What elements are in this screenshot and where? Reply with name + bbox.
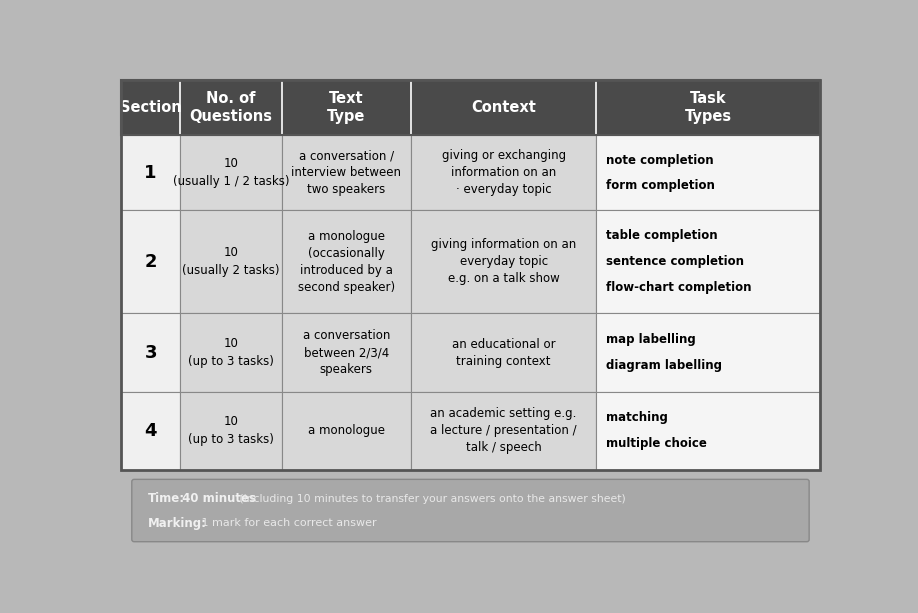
Text: a monologue: a monologue — [308, 424, 385, 438]
Text: Task
Types: Task Types — [685, 91, 732, 124]
Text: 10
(usually 2 tasks): 10 (usually 2 tasks) — [183, 246, 280, 277]
Bar — [282, 210, 411, 313]
Text: multiple choice: multiple choice — [606, 438, 707, 451]
Text: 10
(up to 3 tasks): 10 (up to 3 tasks) — [188, 416, 274, 446]
Text: giving information on an
everyday topic
e.g. on a talk show: giving information on an everyday topic … — [431, 238, 577, 285]
Bar — [597, 210, 820, 313]
Text: 10
(usually 1 / 2 tasks): 10 (usually 1 / 2 tasks) — [173, 157, 289, 188]
Text: Text
Type: Text Type — [327, 91, 365, 124]
Bar — [121, 392, 180, 470]
Bar — [180, 210, 282, 313]
Text: Time:: Time: — [148, 492, 185, 506]
Bar — [597, 392, 820, 470]
Bar — [411, 392, 597, 470]
Text: table completion: table completion — [606, 229, 717, 242]
Text: Context: Context — [471, 100, 536, 115]
Text: 3: 3 — [144, 343, 157, 362]
Bar — [282, 392, 411, 470]
Bar — [180, 313, 282, 392]
Bar — [121, 135, 180, 210]
Bar — [411, 210, 597, 313]
Text: 40 minutes: 40 minutes — [177, 492, 255, 506]
Bar — [121, 210, 180, 313]
Text: a monologue
(occasionally
introduced by a
second speaker): a monologue (occasionally introduced by … — [297, 230, 395, 294]
Text: No. of
Questions: No. of Questions — [189, 91, 273, 124]
Text: 1 mark for each correct answer: 1 mark for each correct answer — [198, 518, 377, 528]
Text: an educational or
training context: an educational or training context — [452, 338, 555, 368]
Text: 2: 2 — [144, 253, 157, 271]
Text: map labelling: map labelling — [606, 333, 695, 346]
Text: Section: Section — [119, 100, 182, 115]
Text: form completion: form completion — [606, 178, 714, 191]
FancyBboxPatch shape — [132, 479, 809, 542]
Text: a conversation
between 2/3/4
speakers: a conversation between 2/3/4 speakers — [303, 329, 390, 376]
Text: note completion: note completion — [606, 154, 713, 167]
Bar — [597, 135, 820, 210]
Bar — [121, 80, 820, 135]
Text: (including 10 minutes to transfer your answers onto the answer sheet): (including 10 minutes to transfer your a… — [236, 494, 625, 504]
Text: a conversation /
interview between
two speakers: a conversation / interview between two s… — [291, 149, 401, 196]
Text: sentence completion: sentence completion — [606, 255, 744, 268]
Text: an academic setting e.g.
a lecture / presentation /
talk / speech: an academic setting e.g. a lecture / pre… — [431, 408, 577, 454]
Bar — [121, 313, 180, 392]
Text: 4: 4 — [144, 422, 157, 440]
Text: flow-chart completion: flow-chart completion — [606, 281, 751, 294]
Text: Marking:: Marking: — [148, 517, 207, 530]
Bar — [180, 135, 282, 210]
Text: giving or exchanging
information on an
· everyday topic: giving or exchanging information on an ·… — [442, 149, 565, 196]
Text: matching: matching — [606, 411, 667, 424]
Bar — [411, 313, 597, 392]
Text: diagram labelling: diagram labelling — [606, 359, 722, 372]
Bar — [180, 392, 282, 470]
Bar — [597, 313, 820, 392]
Bar — [411, 135, 597, 210]
Bar — [121, 80, 820, 470]
Text: 1: 1 — [144, 164, 157, 181]
Bar — [282, 313, 411, 392]
Bar — [121, 80, 820, 135]
Text: 10
(up to 3 tasks): 10 (up to 3 tasks) — [188, 337, 274, 368]
Bar — [282, 135, 411, 210]
